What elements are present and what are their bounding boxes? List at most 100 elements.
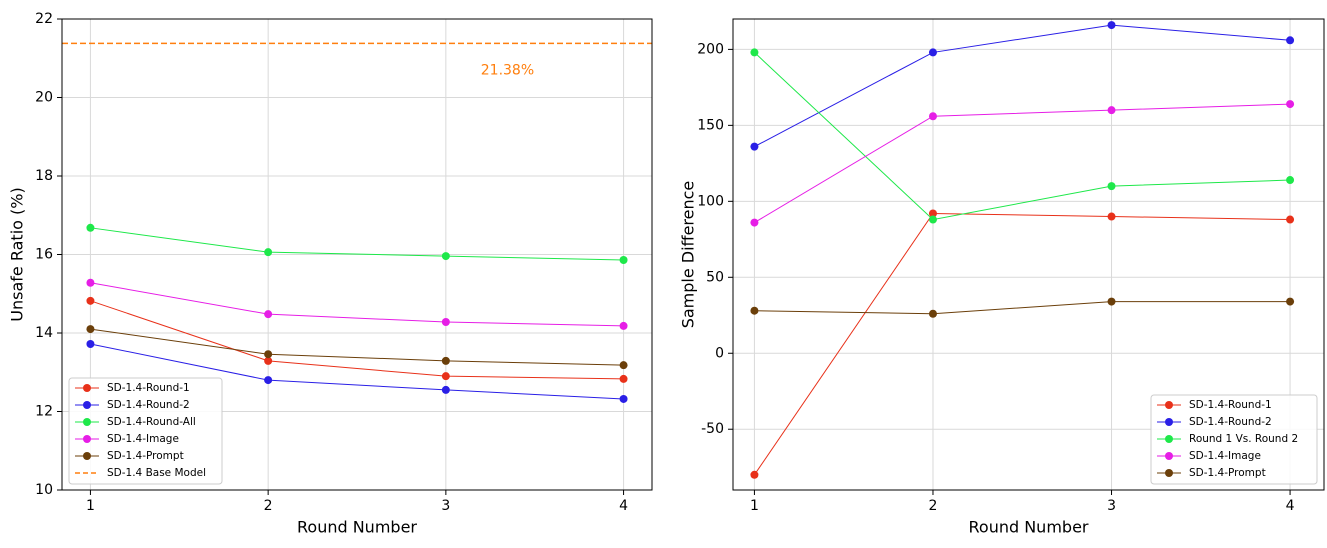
x-tick-label: 1 <box>750 498 759 514</box>
data-point <box>264 350 273 359</box>
x-tick-label: 3 <box>441 498 450 514</box>
data-point <box>750 470 759 479</box>
series-line <box>754 52 1291 221</box>
y-tick-label: 16 <box>35 247 53 263</box>
y-axis-label: Unsafe Ratio (%) <box>8 187 27 321</box>
y-tick-label: -50 <box>701 421 724 437</box>
legend-label: SD-1.4-Image <box>107 433 179 445</box>
legend-marker <box>1165 452 1173 460</box>
series-line <box>754 24 1291 148</box>
data-point <box>1286 36 1295 45</box>
data-point <box>441 252 450 261</box>
data-point <box>1107 106 1116 115</box>
x-tick-label: 1 <box>86 498 95 514</box>
legend-marker <box>83 401 91 409</box>
data-point <box>1107 297 1116 306</box>
data-point <box>441 356 450 365</box>
data-point <box>441 385 450 394</box>
data-point <box>441 318 450 327</box>
y-tick-label: 18 <box>35 168 53 184</box>
x-axis-label: Round Number <box>297 518 417 537</box>
data-point <box>264 376 273 385</box>
y-tick-label: 12 <box>35 404 53 420</box>
y-tick-label: 100 <box>697 193 724 209</box>
series-line <box>90 300 624 380</box>
annotation: 21.38% <box>481 62 534 78</box>
series-line <box>754 301 1291 315</box>
data-point <box>86 325 95 334</box>
legend-marker <box>83 452 91 460</box>
data-point <box>619 394 628 403</box>
data-point <box>619 255 628 264</box>
legend-marker <box>83 418 91 426</box>
data-point <box>750 218 759 227</box>
legend-marker <box>1165 401 1173 409</box>
legend-marker <box>1165 418 1173 426</box>
series-line <box>754 212 1291 476</box>
legend-label: SD-1.4-Round-All <box>107 416 196 428</box>
data-point <box>441 372 450 381</box>
legend-label: SD-1.4 Base Model <box>107 467 206 479</box>
data-point <box>750 306 759 315</box>
plot-frame <box>61 18 653 491</box>
x-tick-label: 4 <box>1286 498 1295 514</box>
legend-marker <box>1165 435 1173 443</box>
data-point <box>928 48 937 57</box>
legend-label: Round 1 Vs. Round 2 <box>1189 433 1298 445</box>
data-point <box>750 48 759 57</box>
data-point <box>86 339 95 348</box>
x-tick-label: 2 <box>264 498 273 514</box>
legend-box <box>68 377 223 485</box>
data-point <box>1286 100 1295 109</box>
data-point <box>928 112 937 121</box>
data-point <box>1286 215 1295 224</box>
y-tick-label: 20 <box>35 90 53 106</box>
data-point <box>264 356 273 365</box>
data-point <box>1107 182 1116 191</box>
y-tick-label: 0 <box>715 345 724 361</box>
x-tick-label: 3 <box>1107 498 1116 514</box>
data-point <box>86 296 95 305</box>
data-point <box>928 209 937 218</box>
y-tick-label: 14 <box>35 325 53 341</box>
data-point <box>619 321 628 330</box>
x-axis-label: Round Number <box>969 518 1089 537</box>
legend-label: SD-1.4-Round-2 <box>107 399 190 411</box>
y-axis-label: Sample Difference <box>679 181 698 329</box>
legend-label: SD-1.4-Round-1 <box>1189 399 1272 411</box>
y-tick-label: 10 <box>35 482 53 498</box>
series-line <box>90 227 624 261</box>
data-point <box>928 309 937 318</box>
legend-marker <box>83 384 91 392</box>
series-line <box>90 343 624 400</box>
plot-frame <box>732 18 1325 491</box>
y-tick-label: 200 <box>697 41 724 57</box>
data-point <box>1107 21 1116 30</box>
x-tick-label: 4 <box>619 498 628 514</box>
series-line <box>90 328 624 366</box>
legend-label: SD-1.4-Prompt <box>1189 467 1266 479</box>
series-line <box>90 282 624 327</box>
y-tick-label: 150 <box>697 117 724 133</box>
legend-label: SD-1.4-Prompt <box>107 450 184 462</box>
data-point <box>750 142 759 151</box>
data-point <box>619 374 628 383</box>
data-point <box>86 223 95 232</box>
y-tick-label: 22 <box>35 11 53 27</box>
legend-marker <box>1165 469 1173 477</box>
data-point <box>86 278 95 287</box>
legend-label: SD-1.4-Round-2 <box>1189 416 1272 428</box>
data-point <box>928 215 937 224</box>
data-point <box>264 248 273 257</box>
data-point <box>264 310 273 319</box>
legend-marker <box>83 435 91 443</box>
data-point <box>1286 176 1295 185</box>
data-point <box>619 361 628 370</box>
legend-label: SD-1.4-Image <box>1189 450 1261 462</box>
data-point <box>1286 297 1295 306</box>
y-tick-label: 50 <box>706 269 724 285</box>
legend-box <box>1150 394 1318 485</box>
data-point <box>1107 212 1116 221</box>
series-line <box>754 103 1291 224</box>
